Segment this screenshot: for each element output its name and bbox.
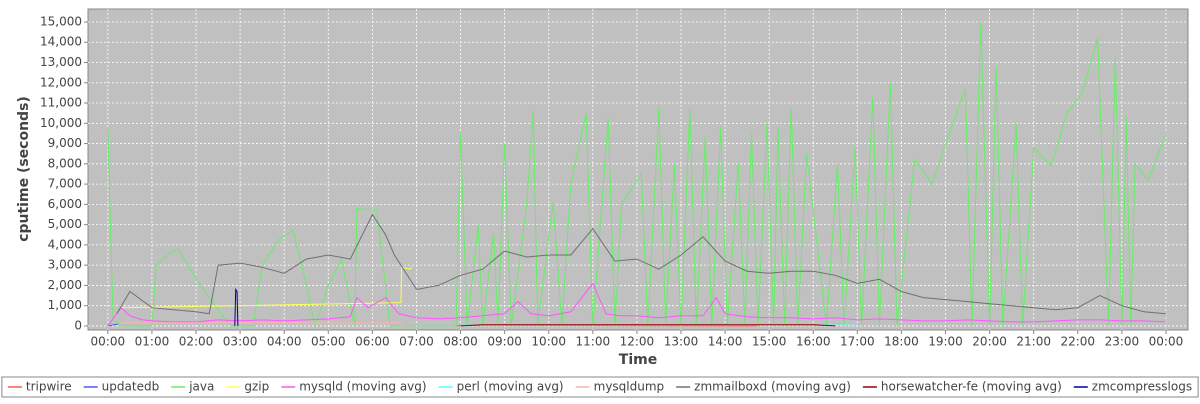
x-tick-label: 14:00 [708, 335, 743, 349]
series-line [234, 287, 239, 326]
x-tick-label: 01:00 [135, 335, 170, 349]
series-line [107, 21, 1167, 328]
y-tick-label: 5,000 [48, 217, 82, 231]
series-line [121, 266, 413, 309]
y-tick-label: 6,000 [48, 197, 82, 211]
series-lines [107, 21, 1167, 328]
legend-label: horsewatcher-fe (moving avg) [881, 380, 1062, 394]
y-tick-label: 10,000 [40, 116, 82, 130]
series-line [107, 282, 1167, 327]
x-tick-label: 19:00 [928, 335, 963, 349]
x-tick-label: 02:00 [179, 335, 214, 349]
x-tick-label: 16:00 [796, 335, 831, 349]
x-axis-label: Time [619, 352, 657, 368]
x-tick-label: 10:00 [531, 335, 566, 349]
y-tick-label: 1,000 [48, 298, 82, 312]
legend-label: zmcompresslogs [1092, 380, 1192, 394]
legend-label: perl (moving avg) [457, 380, 564, 394]
y-tick-label: 0 [74, 318, 82, 332]
legend-label: tripwire [26, 380, 72, 394]
x-tick-label: 12:00 [620, 335, 655, 349]
legend-label: updatedb [102, 380, 160, 394]
x-tick-label: 06:00 [355, 335, 390, 349]
legend-label: mysqldump [594, 380, 665, 394]
y-axis-label: cputime (seconds) [16, 96, 32, 242]
x-tick-label: 09:00 [487, 335, 522, 349]
grid [88, 9, 1188, 330]
x-tick-label: 18:00 [884, 335, 919, 349]
legend-box [1, 376, 1199, 398]
x-tick-label: 00:00 [1149, 335, 1184, 349]
y-tick-label: 13,000 [40, 55, 82, 69]
series-line [121, 322, 404, 327]
y-tick-label: 2,000 [48, 278, 82, 292]
y-tick-label: 12,000 [40, 75, 82, 89]
x-tick-label: 04:00 [267, 335, 302, 349]
y-tick-label: 15,000 [40, 14, 82, 28]
series-line [460, 324, 836, 327]
x-tick-label: 03:00 [223, 335, 258, 349]
x-tick-label: 21:00 [1016, 335, 1051, 349]
legend-label: zmmailboxd (moving avg) [694, 380, 851, 394]
y-tick-label: 4,000 [48, 237, 82, 251]
x-tick-label: 23:00 [1105, 335, 1140, 349]
plot-area [87, 8, 1189, 331]
legend: tripwire updatedb java gzip mysqld (moving a… [1, 376, 1199, 398]
x-tick-label: 07:00 [399, 335, 434, 349]
x-tick-label: 00:00 [91, 335, 126, 349]
y-tick-label: 9,000 [48, 136, 82, 150]
legend-label: java [188, 380, 214, 394]
legend-label: gzip [244, 380, 269, 394]
x-tick-label: 22:00 [1060, 335, 1095, 349]
x-tick-label: 17:00 [840, 335, 875, 349]
x-tick-label: 20:00 [972, 335, 1007, 349]
x-tick-label: 11:00 [576, 335, 611, 349]
series-line [116, 213, 1167, 315]
y-tick-label: 7,000 [48, 177, 82, 191]
x-tick-label: 08:00 [443, 335, 478, 349]
x-tick-label: 15:00 [752, 335, 787, 349]
x-tick-label: 13:00 [664, 335, 699, 349]
series-line [107, 323, 119, 327]
x-tick-label: 05:00 [311, 335, 346, 349]
y-tick-label: 3,000 [48, 258, 82, 272]
y-tick-label: 11,000 [40, 96, 82, 110]
axes: 0 1,000 2,000 3,000 4,000 5,000 6,000 7,000 8,00… [40, 14, 1183, 348]
y-tick-label: 8,000 [48, 156, 82, 170]
y-tick-label: 14,000 [40, 35, 82, 49]
legend-label: mysqld (moving avg) [299, 380, 426, 394]
